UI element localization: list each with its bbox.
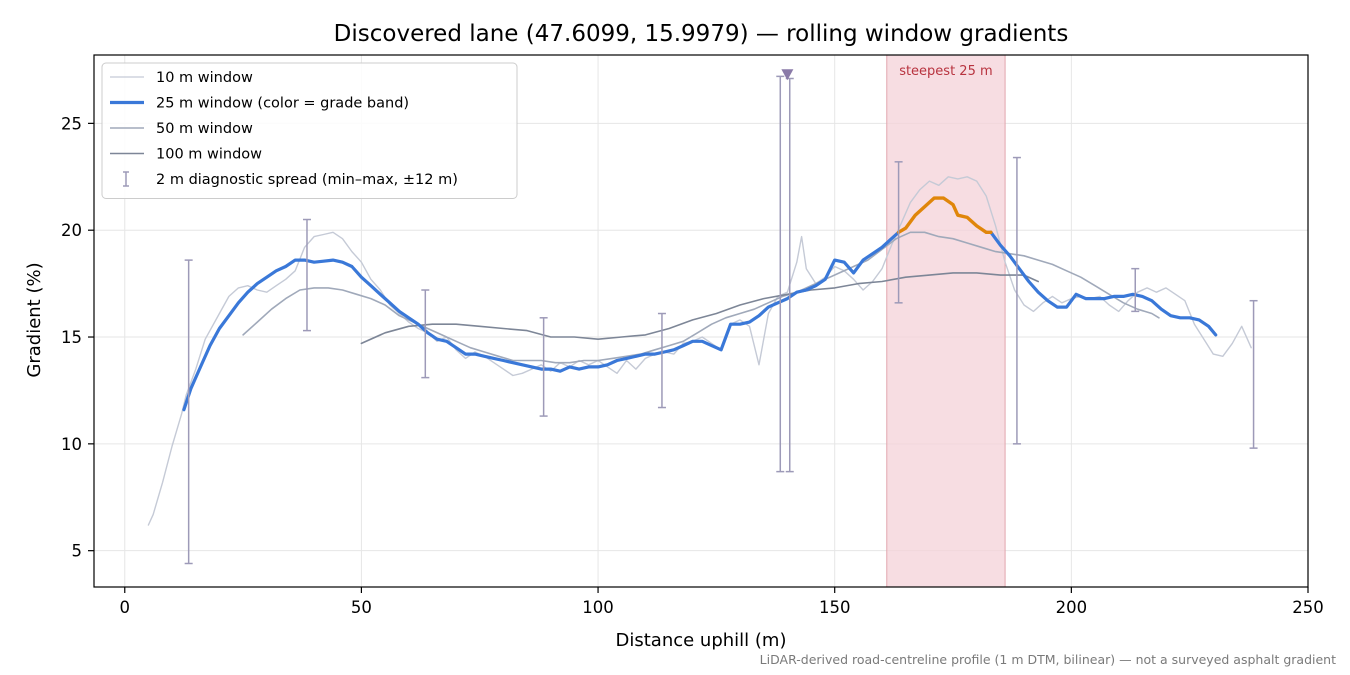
y-tick-label: 20: [61, 221, 82, 240]
x-tick-label: 200: [1056, 598, 1088, 617]
legend-label: 25 m window (color = grade band): [156, 96, 409, 112]
x-tick-label: 0: [120, 598, 131, 617]
series-line-steep: [896, 196, 993, 234]
series-line-w50: [242, 231, 1160, 364]
footnote: LiDAR-derived road-centreline profile (1…: [760, 652, 1336, 667]
chart-title: Discovered lane (47.6099, 15.9979) — rol…: [334, 21, 1069, 47]
y-tick-label: 15: [61, 328, 82, 347]
legend-box: [101, 62, 518, 199]
steepest-band: [886, 54, 1006, 588]
series-line-w10: [147, 176, 1252, 526]
x-axis-label: Distance uphill (m): [616, 630, 787, 651]
x-tick-label: 50: [351, 598, 372, 617]
legend-label: 10 m window: [156, 70, 253, 86]
legend-label: 2 m diagnostic spread (min–max, ±12 m): [156, 172, 458, 188]
y-tick-label: 10: [61, 435, 82, 454]
series-line-w100: [360, 272, 1039, 345]
peak-marker: [781, 69, 794, 81]
plot-frame: [93, 54, 1309, 588]
x-tick-label: 250: [1292, 598, 1324, 617]
x-tick-label: 100: [582, 598, 614, 617]
series-line-w25: [989, 230, 1218, 337]
y-tick-label: 5: [72, 542, 83, 561]
plot-area: steepest 25 m 0 50 100 150 200 250 5 10 15 20 25: [61, 54, 1324, 617]
x-tick-label: 150: [819, 598, 851, 617]
steepest-band-label: steepest 25 m: [899, 64, 992, 79]
series-line-w25: [182, 230, 901, 412]
legend-label: 50 m window: [156, 121, 253, 137]
y-axis-label: Gradient (%): [24, 262, 45, 377]
y-tick-label: 25: [61, 114, 82, 133]
legend-label: 100 m window: [156, 147, 262, 163]
legend: 10 m window 25 m window (color = grade ba…: [101, 62, 518, 199]
